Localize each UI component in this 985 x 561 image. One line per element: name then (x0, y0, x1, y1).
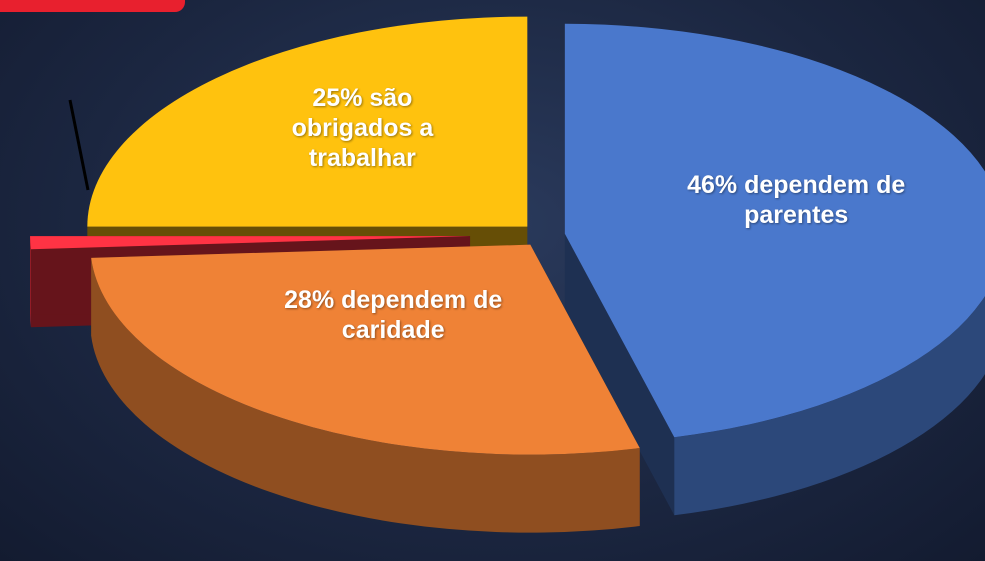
slice (564, 23, 985, 438)
slice-side (30, 236, 31, 328)
slice-side (91, 257, 640, 533)
slice-wall (564, 233, 675, 516)
slice (91, 244, 640, 455)
slice (87, 16, 528, 227)
slice-label: 28% dependem de caridade (284, 285, 503, 344)
slice-label: 25% são obrigados a trabalhar (291, 83, 434, 172)
slice-label: 46% dependem de parentes (687, 170, 906, 229)
corner-tab (0, 0, 185, 12)
decor-line (68, 99, 90, 191)
slice-side (674, 296, 985, 516)
slice (30, 236, 471, 250)
